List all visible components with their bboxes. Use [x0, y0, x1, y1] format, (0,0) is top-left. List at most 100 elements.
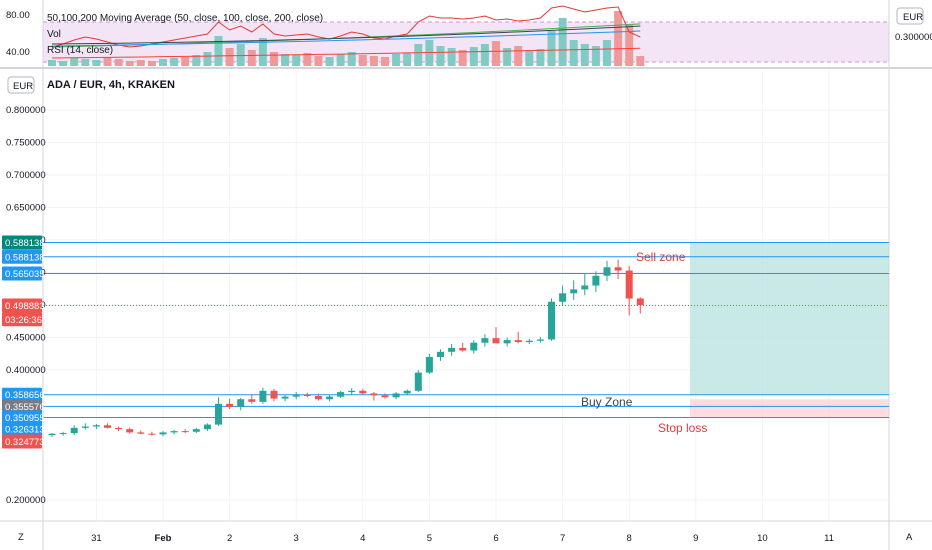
volume-bar — [181, 57, 190, 66]
volume-bar — [403, 53, 412, 66]
price-tag-bg — [2, 235, 42, 250]
volume-bar — [147, 61, 156, 66]
volume-bar — [369, 56, 378, 66]
x-tick-label: 31 — [91, 533, 102, 544]
main-pane[interactable]: ADA / EUR, 4h, KRAKEN Sell zone Buy Zone… — [43, 70, 889, 521]
legend-volume[interactable]: Vol — [47, 29, 61, 40]
upper-currency-button[interactable] — [896, 7, 924, 25]
volume-bar — [159, 59, 167, 66]
volume-bars — [48, 11, 645, 66]
volume-bar — [92, 60, 101, 66]
candle-body — [403, 390, 411, 394]
volume-bar — [381, 57, 389, 66]
y-tick-label: 0.800000 — [6, 105, 46, 116]
candle-body — [603, 267, 611, 276]
price-tag-label: 0.588138 — [5, 238, 45, 249]
candle-body — [126, 429, 134, 433]
y-tick-label: 0.400000 — [6, 365, 46, 376]
price-tag-bg — [2, 312, 42, 327]
volume-bar — [414, 44, 423, 66]
candle-body — [70, 427, 78, 434]
x-axis-ticks[interactable]: 31 Feb 2 3 4 5 6 7 8 9 10 11 — [91, 533, 834, 544]
candle-body — [492, 338, 500, 344]
legend-moving-average[interactable]: 50,100,200 Moving Average (50, close, 10… — [47, 13, 323, 24]
x-tick-label: 9 — [693, 533, 698, 544]
upper-currency-label: EUR — [903, 12, 923, 23]
candle-body — [226, 403, 234, 408]
x-tick-label: 5 — [427, 533, 432, 544]
volume-bar — [580, 44, 589, 66]
volume-bar — [136, 60, 145, 66]
candle-body — [636, 298, 644, 305]
candle-body — [370, 393, 378, 396]
price-tag-bg — [2, 410, 42, 425]
candle-body — [392, 393, 400, 398]
volume-bar — [170, 58, 179, 66]
volume-bar — [469, 47, 478, 66]
x-tick-label: 6 — [493, 533, 498, 544]
candle-body — [548, 301, 555, 340]
candle-body — [348, 390, 356, 393]
left-currency-label: EUR — [13, 81, 33, 92]
zoom-reset-button[interactable]: Z — [18, 532, 24, 543]
stop-loss-box — [690, 399, 889, 418]
volume-bar — [458, 50, 467, 66]
price-tag-bg — [2, 387, 42, 402]
left-currency-button[interactable] — [7, 76, 35, 94]
left-price-axis[interactable]: EUR 0.2000000.4000000.4500000.5000000.55… — [2, 76, 46, 506]
candle-body — [437, 351, 444, 357]
sell-zone-box — [690, 242, 889, 395]
candle-body — [514, 340, 522, 343]
volume-bar — [325, 57, 334, 66]
x-tick-label: 3 — [294, 533, 299, 544]
candle-body — [81, 426, 89, 428]
symbol-title[interactable]: ADA / EUR, 4h, KRAKEN — [47, 79, 175, 91]
candles — [48, 259, 644, 437]
candle-body — [337, 392, 345, 397]
legend-rsi[interactable]: RSI (14, close) — [47, 45, 113, 56]
volume-bar — [492, 41, 500, 66]
y-tick-label: 0.700000 — [6, 170, 46, 181]
x-tick-label: 8 — [627, 533, 632, 544]
volume-bar — [214, 36, 223, 66]
volume-bar — [114, 59, 123, 66]
price-tag-label: 0.565035 — [5, 269, 45, 280]
candle-body — [259, 390, 267, 402]
volume-bar — [81, 59, 90, 66]
candle-body — [525, 340, 533, 343]
candle-body — [414, 372, 422, 391]
upper-right-tick: 0.300000 — [895, 32, 932, 43]
volume-bar — [392, 54, 401, 66]
candle-body — [448, 347, 456, 352]
x-tick-label: 10 — [757, 533, 768, 544]
price-tag-label: 03:26:36 — [5, 315, 42, 326]
candle-body — [237, 399, 245, 408]
candle-body — [536, 339, 544, 341]
volume-bar — [192, 55, 201, 66]
volume-bar — [569, 40, 578, 66]
y-tick-label: 0.200000 — [6, 495, 46, 506]
volume-bar — [103, 57, 112, 66]
volume-bar — [558, 18, 567, 66]
volume-bar — [447, 48, 456, 66]
candle-body — [425, 357, 433, 373]
auto-scale-button[interactable]: A — [906, 532, 913, 543]
volume-bar — [225, 48, 234, 66]
candle-body — [359, 390, 367, 394]
horizontal-levels — [43, 241, 889, 418]
y-tick-label: 0.450000 — [6, 333, 46, 344]
price-tag-bg — [2, 421, 42, 436]
volume-bar — [270, 52, 278, 66]
price-tag-bg — [2, 249, 42, 264]
volume-bar — [514, 46, 523, 66]
candle-body — [137, 432, 145, 434]
candle-body — [115, 427, 123, 430]
y-tick-label: 0.650000 — [6, 203, 46, 214]
volume-bar — [125, 61, 134, 66]
candle-body — [481, 338, 489, 343]
volume-bar — [625, 24, 634, 66]
candle-body — [625, 270, 633, 299]
price-tag-label: 0.324773 — [5, 437, 45, 448]
y-tick-label: 0.750000 — [6, 138, 46, 149]
